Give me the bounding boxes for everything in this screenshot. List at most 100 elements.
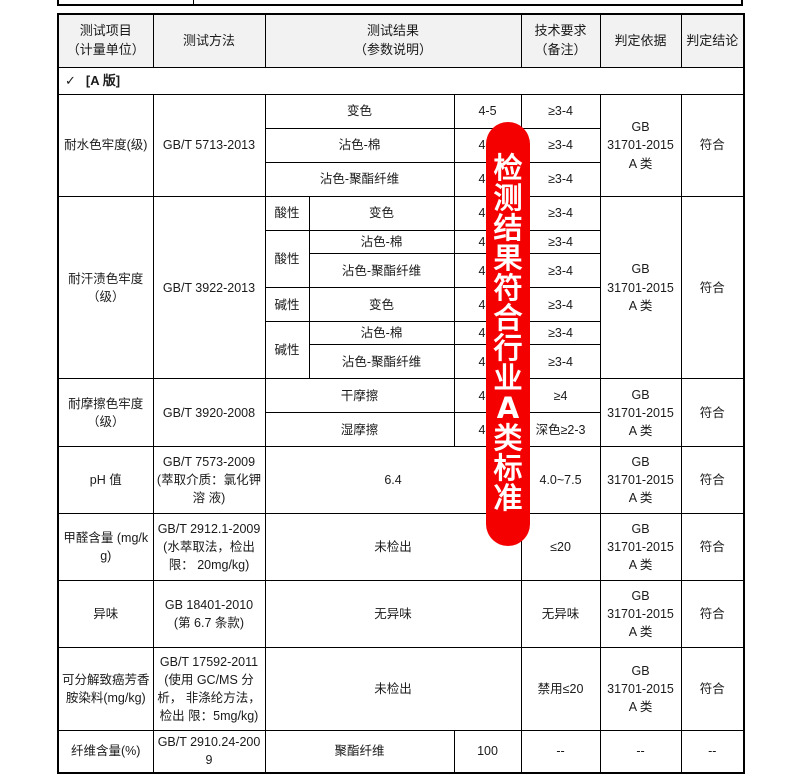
- method-line4: 限：5mg/kg): [188, 709, 259, 724]
- item-line1: 可分解致癌芳香: [62, 673, 150, 688]
- cell-test-method: GB/T 3920-2008: [152, 378, 266, 448]
- cell-test-param: 变色: [264, 94, 455, 129]
- cell-conclusion: 符合: [680, 580, 745, 649]
- cell-conclusion: --: [680, 730, 745, 773]
- cell-test-param: 变色: [308, 287, 455, 323]
- basis-line2: 31701-2015: [607, 473, 674, 488]
- basis-line1: GB: [631, 664, 650, 679]
- version-label: [A 版]: [85, 72, 121, 88]
- cell-test-item: 异味: [57, 580, 154, 649]
- table-row: 纤维含量(%) GB/T 2910.24-2009 聚酯纤维 100 -- --…: [57, 730, 745, 773]
- cell-test-condition: 碱性: [264, 287, 310, 323]
- cell-judgement-basis: GB 31701-2015 A 类: [599, 513, 682, 582]
- cell-test-param: 沾色-聚酯纤维: [264, 162, 455, 197]
- cell-test-param: 湿摩擦: [264, 412, 455, 448]
- version-cell: ✓ [A 版]: [57, 67, 745, 95]
- cell-test-param: 变色: [308, 196, 455, 231]
- cell-judgement-basis: GB 31701-2015 A 类: [599, 580, 682, 649]
- cell-requirement: ≥3-4: [520, 344, 601, 380]
- table-header-row: 测试项目 （计量单位） 测试方法 测试结果 （参数说明） 技术要求 （备注） 判…: [57, 13, 745, 68]
- table-row: 耐汗渍色牢度 （级） GB/T 3922-2013 酸性 变色 4-5 ≥3-4…: [57, 195, 745, 380]
- cell-test-value: 4-5: [453, 287, 522, 323]
- item-line2: （级）: [86, 289, 125, 304]
- basis-line2: 31701-2015: [607, 280, 674, 295]
- cell-test-value: 4-5: [453, 344, 522, 380]
- cell-requirement: ≥3-4: [520, 162, 601, 197]
- header-test-result-line1: 测试结果: [367, 23, 420, 39]
- basis-line2: 31701-2015: [607, 540, 674, 555]
- cell-test-value: 100: [453, 730, 522, 773]
- cell-test-item: 甲醛含量 (mg/kg): [57, 513, 154, 582]
- basis-line3: A 类: [628, 491, 653, 506]
- method-line3: 液): [208, 491, 226, 506]
- header-test-item-line1: 测试项目: [79, 23, 132, 39]
- method-line3: 非涤纶方法，检出: [159, 691, 261, 724]
- cell-test-value: 4-5: [453, 321, 522, 346]
- cell-test-item: 耐摩擦色牢度 （级）: [57, 378, 154, 448]
- cell-test-method: GB/T 3922-2013: [152, 195, 266, 380]
- test-report-table: 测试项目 （计量单位） 测试方法 测试结果 （参数说明） 技术要求 （备注） 判…: [57, 13, 746, 774]
- basis-line3: A 类: [628, 558, 653, 573]
- basis-line2: 31701-2015: [607, 405, 674, 420]
- method-line1: GB/T 17592-2011: [159, 655, 259, 669]
- previous-table-remnant: [57, 0, 743, 6]
- cell-requirement: ≤20: [520, 513, 601, 582]
- cell-test-result: 未检出: [264, 513, 522, 582]
- basis-line2: 31701-2015: [607, 682, 674, 697]
- header-test-method-line1: 测试方法: [182, 32, 235, 48]
- basis-line1: GB: [631, 387, 650, 402]
- cell-test-item: 纤维含量(%): [57, 730, 154, 773]
- cell-requirement: ≥3-4: [520, 196, 601, 231]
- basis-line1: GB: [631, 455, 650, 470]
- cell-test-method: GB 18401-2010 (第 6.7 条款): [152, 580, 266, 649]
- cell-requirement: --: [520, 730, 601, 773]
- basis-line3: A 类: [628, 625, 653, 640]
- check-icon: ✓: [65, 72, 76, 88]
- cell-test-condition: 酸性: [264, 229, 310, 289]
- cell-test-item: 可分解致癌芳香 胺染料(mg/kg): [57, 647, 154, 732]
- version-row: ✓ [A 版]: [57, 67, 745, 95]
- item-line2: （级）: [86, 414, 125, 429]
- header-test-method: 测试方法: [152, 13, 266, 68]
- cell-test-value: 4-5: [453, 253, 522, 289]
- header-test-result-line2: （参数说明）: [354, 42, 433, 57]
- cell-judgement-basis: GB 31701-2015 A 类: [599, 195, 682, 380]
- cell-requirement: 无异味: [520, 580, 601, 649]
- cell-test-result: 未检出: [264, 647, 522, 732]
- table-row: 耐水色牢度(级) GB/T 5713-2013 变色 4-5 ≥3-4 GB 3…: [57, 94, 745, 197]
- method-line3: 20mg/kg): [197, 558, 250, 573]
- cell-judgement-basis: GB 31701-2015 A 类: [599, 647, 682, 732]
- cell-test-method: GB/T 7573-2009 (萃取介质：氯化钾溶 液): [152, 446, 266, 515]
- header-technical-requirement-line1: 技术要求: [534, 23, 587, 39]
- table-row: 可分解致癌芳香 胺染料(mg/kg) GB/T 17592-2011 (使用 G…: [57, 647, 745, 732]
- cell-test-value: 4-5: [453, 412, 522, 448]
- table-row: 异味 GB 18401-2010 (第 6.7 条款) 无异味 无异味 GB 3…: [57, 580, 745, 649]
- cell-requirement: ≥3-4: [520, 287, 601, 323]
- cell-test-value: 4-5: [453, 162, 522, 197]
- cell-test-param: 沾色-聚酯纤维: [308, 344, 455, 380]
- method-line1: GB/T 2912.1-2009: [157, 522, 261, 537]
- cell-conclusion: 符合: [680, 446, 745, 515]
- method-line2: (萃取介质：氯化钾溶: [156, 473, 262, 506]
- cell-test-method: GB/T 17592-2011 (使用 GC/MS 分析， 非涤纶方法，检出 限…: [152, 647, 266, 732]
- header-judgement-basis-line1: 判定依据: [614, 32, 667, 48]
- basis-line1: GB: [631, 262, 650, 277]
- basis-line3: A 类: [628, 156, 653, 171]
- cell-test-condition: 碱性: [264, 321, 310, 380]
- cell-requirement: 4.0~7.5: [520, 446, 601, 515]
- header-judgement-conclusion: 判定结论: [680, 13, 745, 68]
- basis-line2: 31701-2015: [607, 138, 674, 153]
- cell-conclusion: 符合: [680, 94, 745, 197]
- basis-line3: A 类: [628, 423, 653, 438]
- cell-test-param: 沾色-棉: [308, 229, 455, 255]
- item-line1: 甲醛含量: [63, 531, 114, 546]
- cell-conclusion: 符合: [680, 647, 745, 732]
- previous-table-divider: [193, 0, 194, 4]
- table-header: 测试项目 （计量单位） 测试方法 测试结果 （参数说明） 技术要求 （备注） 判…: [57, 13, 745, 68]
- basis-line3: A 类: [628, 298, 653, 313]
- cell-test-value: 4-5: [453, 229, 522, 255]
- header-test-result: 测试结果 （参数说明）: [264, 13, 522, 68]
- cell-test-value: 4-5: [453, 94, 522, 129]
- header-technical-requirement-line2: （备注）: [534, 42, 587, 57]
- cell-judgement-basis: GB 31701-2015 A 类: [599, 378, 682, 448]
